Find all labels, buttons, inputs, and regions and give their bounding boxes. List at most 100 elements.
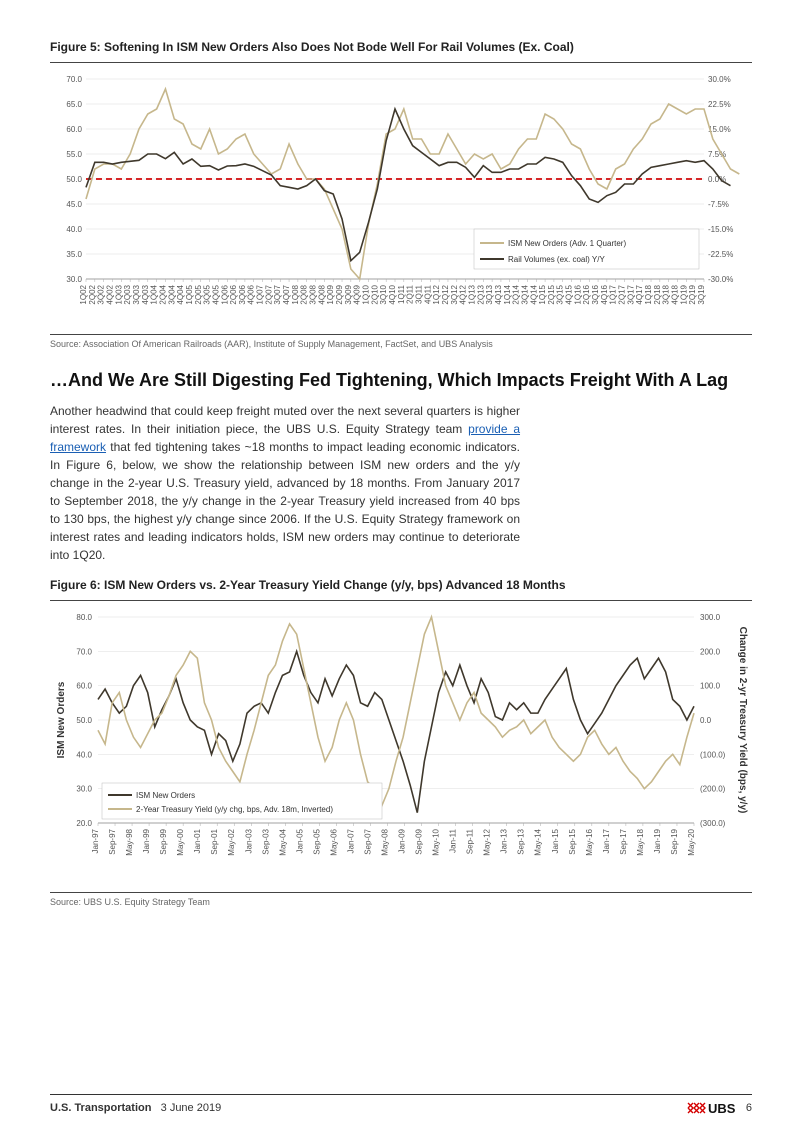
figure-6: Figure 6: ISM New Orders vs. 2-Year Trea… bbox=[50, 578, 752, 907]
svg-text:3Q18: 3Q18 bbox=[662, 284, 671, 304]
svg-text:Sep-17: Sep-17 bbox=[619, 828, 628, 854]
svg-text:Jan-13: Jan-13 bbox=[500, 828, 509, 853]
svg-text:4Q18: 4Q18 bbox=[671, 284, 680, 304]
svg-text:Sep-99: Sep-99 bbox=[159, 828, 168, 854]
svg-text:3Q13: 3Q13 bbox=[485, 284, 494, 304]
footer-right: UBS 6 bbox=[686, 1101, 752, 1115]
svg-text:3Q12: 3Q12 bbox=[450, 284, 459, 304]
svg-text:35.0: 35.0 bbox=[66, 250, 82, 259]
svg-text:4Q03: 4Q03 bbox=[141, 284, 150, 304]
svg-text:Sep-97: Sep-97 bbox=[108, 828, 117, 854]
svg-text:Jan-07: Jan-07 bbox=[346, 828, 355, 853]
figure-5-chart: 30.0 -30.0% 35.0 -22.5% 40.0 -15.0% 45.0 -7.5% 5… bbox=[50, 71, 750, 321]
svg-text:4Q06: 4Q06 bbox=[247, 284, 256, 304]
svg-text:2Q17: 2Q17 bbox=[618, 284, 627, 304]
svg-text:4Q08: 4Q08 bbox=[317, 284, 326, 304]
svg-text:2Q02: 2Q02 bbox=[88, 284, 97, 304]
svg-text:4Q07: 4Q07 bbox=[282, 284, 291, 304]
svg-text:-15.0%: -15.0% bbox=[708, 225, 733, 234]
svg-text:May-08: May-08 bbox=[380, 828, 389, 855]
svg-text:1Q17: 1Q17 bbox=[609, 284, 618, 304]
svg-text:1Q10: 1Q10 bbox=[362, 284, 371, 304]
svg-text:-30.0%: -30.0% bbox=[708, 275, 733, 284]
svg-text:Rail Volumes (ex. coal) Y/Y: Rail Volumes (ex. coal) Y/Y bbox=[508, 255, 605, 264]
svg-text:55.0: 55.0 bbox=[66, 150, 82, 159]
svg-text:Jan-11: Jan-11 bbox=[449, 828, 458, 852]
svg-text:1Q14: 1Q14 bbox=[503, 284, 512, 304]
svg-text:Change in 2-yr Treasury Yield: Change in 2-yr Treasury Yield (bps, y/y) bbox=[737, 626, 748, 813]
svg-text:3Q16: 3Q16 bbox=[591, 284, 600, 304]
svg-text:Sep-11: Sep-11 bbox=[466, 828, 475, 854]
svg-text:3Q11: 3Q11 bbox=[414, 284, 423, 304]
svg-text:4Q09: 4Q09 bbox=[353, 284, 362, 304]
svg-text:60.0: 60.0 bbox=[76, 681, 92, 690]
svg-text:Sep-05: Sep-05 bbox=[312, 828, 321, 854]
svg-text:40.0: 40.0 bbox=[66, 225, 82, 234]
svg-text:Jan-09: Jan-09 bbox=[398, 828, 407, 853]
svg-text:4Q02: 4Q02 bbox=[105, 284, 114, 304]
footer-date: 3 June 2019 bbox=[161, 1102, 222, 1114]
svg-text:20.0: 20.0 bbox=[76, 819, 92, 828]
svg-text:2Q14: 2Q14 bbox=[512, 284, 521, 304]
svg-text:30.0: 30.0 bbox=[66, 275, 82, 284]
svg-text:4Q10: 4Q10 bbox=[388, 284, 397, 304]
svg-text:3Q02: 3Q02 bbox=[97, 284, 106, 304]
svg-text:3Q05: 3Q05 bbox=[203, 284, 212, 304]
svg-text:(100.0): (100.0) bbox=[700, 750, 726, 759]
svg-text:2Q03: 2Q03 bbox=[123, 284, 132, 304]
figure-6-title: Figure 6: ISM New Orders vs. 2-Year Trea… bbox=[50, 578, 752, 592]
svg-text:2Q16: 2Q16 bbox=[582, 284, 591, 304]
svg-text:May-14: May-14 bbox=[534, 828, 543, 855]
svg-text:3Q10: 3Q10 bbox=[379, 284, 388, 304]
svg-text:2Q15: 2Q15 bbox=[547, 284, 556, 304]
svg-text:1Q09: 1Q09 bbox=[326, 284, 335, 304]
svg-text:Sep-03: Sep-03 bbox=[261, 828, 270, 854]
svg-text:200.0: 200.0 bbox=[700, 647, 721, 656]
svg-text:1Q11: 1Q11 bbox=[397, 284, 406, 304]
svg-text:100.0: 100.0 bbox=[700, 681, 721, 690]
svg-text:300.0: 300.0 bbox=[700, 613, 721, 622]
svg-text:2Q07: 2Q07 bbox=[264, 284, 273, 304]
svg-text:2Q12: 2Q12 bbox=[441, 284, 450, 304]
svg-text:65.0: 65.0 bbox=[66, 100, 82, 109]
section-paragraph: Another headwind that could keep freight… bbox=[50, 402, 520, 564]
svg-text:1Q05: 1Q05 bbox=[185, 284, 194, 304]
svg-text:(200.0): (200.0) bbox=[700, 784, 726, 793]
svg-text:50.0: 50.0 bbox=[76, 716, 92, 725]
svg-text:3Q07: 3Q07 bbox=[273, 284, 282, 304]
svg-text:1Q16: 1Q16 bbox=[573, 284, 582, 304]
svg-text:May-10: May-10 bbox=[432, 828, 441, 855]
svg-text:Sep-01: Sep-01 bbox=[210, 828, 219, 854]
svg-text:2Q19: 2Q19 bbox=[688, 284, 697, 304]
svg-text:Jan-97: Jan-97 bbox=[91, 828, 100, 853]
page-number: 6 bbox=[746, 1102, 752, 1114]
svg-text:-7.5%: -7.5% bbox=[708, 200, 729, 209]
svg-text:3Q17: 3Q17 bbox=[626, 284, 635, 304]
figure-6-chart: 20.0(300.0)30.0(200.0)40.0(100.0)50.00.0… bbox=[50, 609, 750, 879]
ubs-logo-icon: UBS bbox=[686, 1101, 740, 1115]
svg-text:-22.5%: -22.5% bbox=[708, 250, 733, 259]
figure-6-source: Source: UBS U.S. Equity Strategy Team bbox=[50, 897, 752, 907]
svg-text:May-20: May-20 bbox=[687, 828, 696, 855]
svg-text:Jan-19: Jan-19 bbox=[653, 828, 662, 853]
svg-text:4Q16: 4Q16 bbox=[600, 284, 609, 304]
svg-text:May-04: May-04 bbox=[278, 828, 287, 855]
svg-text:0.0%: 0.0% bbox=[708, 175, 726, 184]
svg-text:70.0: 70.0 bbox=[66, 75, 82, 84]
svg-text:Jan-01: Jan-01 bbox=[193, 828, 202, 853]
svg-text:4Q13: 4Q13 bbox=[494, 284, 503, 304]
svg-text:Sep-07: Sep-07 bbox=[363, 828, 372, 854]
svg-text:45.0: 45.0 bbox=[66, 200, 82, 209]
paragraph-text-post: that fed tightening takes ~18 months to … bbox=[50, 440, 520, 562]
svg-text:Jan-05: Jan-05 bbox=[295, 828, 304, 853]
svg-text:2Q09: 2Q09 bbox=[335, 284, 344, 304]
svg-text:2-Year Treasury Yield (y/y chg: 2-Year Treasury Yield (y/y chg, bps, Adv… bbox=[136, 805, 333, 814]
svg-text:3Q06: 3Q06 bbox=[238, 284, 247, 304]
section-heading: …And We Are Still Digesting Fed Tighteni… bbox=[50, 369, 752, 392]
svg-text:1Q18: 1Q18 bbox=[644, 284, 653, 304]
svg-text:2Q05: 2Q05 bbox=[194, 284, 203, 304]
svg-text:ISM New Orders: ISM New Orders bbox=[136, 791, 195, 800]
svg-text:4Q15: 4Q15 bbox=[565, 284, 574, 304]
svg-text:1Q08: 1Q08 bbox=[291, 284, 300, 304]
svg-text:3Q19: 3Q19 bbox=[697, 284, 706, 304]
